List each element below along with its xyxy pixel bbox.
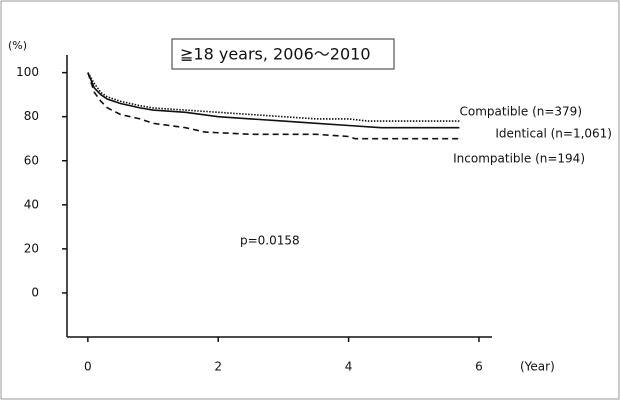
- series-label: Identical (n=1,061): [495, 127, 612, 141]
- x-axis-label: (Year): [520, 360, 555, 374]
- series-label: Incompatible (n=194): [453, 152, 585, 166]
- survival-curve: [87, 72, 460, 122]
- y-tick-label: 60: [24, 153, 39, 167]
- x-tick-label: 6: [475, 360, 483, 374]
- series-label: Compatible (n=379): [460, 105, 583, 119]
- y-axis-label: (%): [8, 39, 27, 52]
- x-tick-label: 0: [84, 360, 92, 374]
- chart-title: ≧18 years, 2006〜2010: [180, 45, 371, 64]
- y-tick-label: 40: [24, 197, 39, 211]
- survival-curve: [87, 72, 460, 129]
- survival-curve: [87, 72, 460, 140]
- y-tick-label: 0: [31, 285, 39, 299]
- annotation: p=0.0158: [240, 234, 300, 248]
- x-tick-label: 2: [214, 360, 222, 374]
- y-tick-label: 80: [24, 109, 39, 123]
- y-tick-label: 100: [16, 65, 39, 79]
- title-box: [171, 38, 395, 70]
- y-tick-label: 20: [24, 241, 39, 255]
- x-tick-label: 4: [345, 360, 353, 374]
